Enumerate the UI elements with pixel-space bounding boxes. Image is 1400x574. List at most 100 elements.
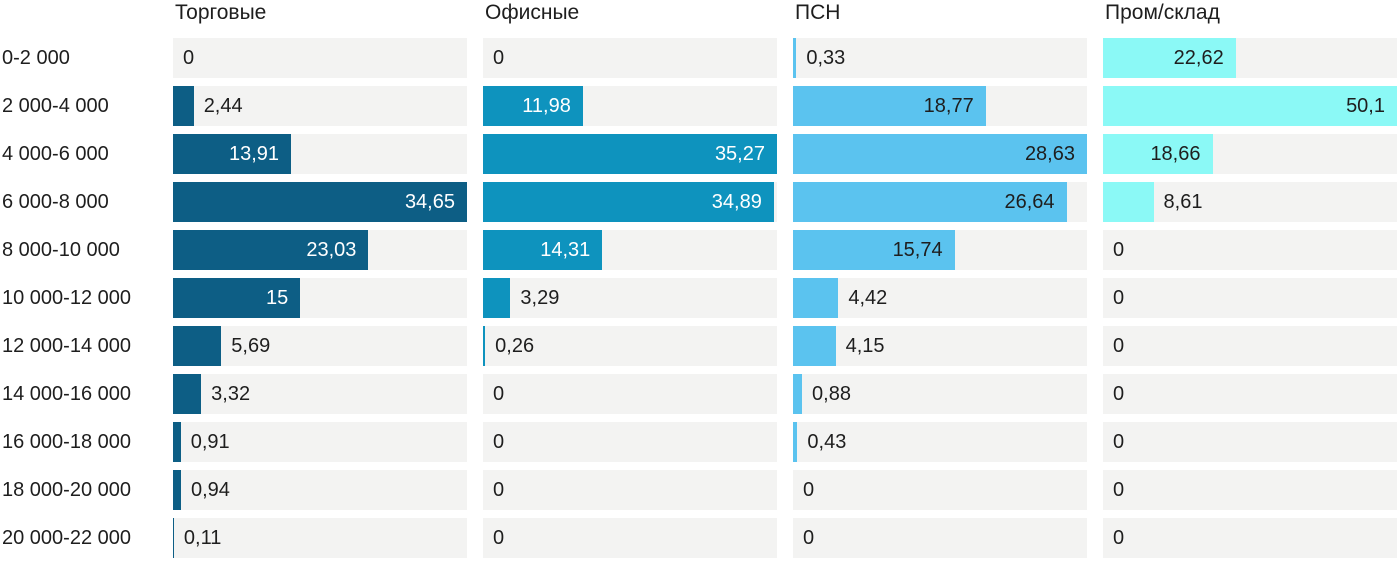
bar-cell: 0 [1103,470,1397,510]
value-label: 14,31 [540,238,591,261]
bar-cell: 18,77 [793,86,1087,126]
bar-segment [483,86,583,126]
bar-cell: 0,33 [793,38,1087,78]
bar-cell: 0 [1103,374,1397,414]
row-label: 10 000-12 000 [2,286,132,309]
value-label: 23,03 [306,238,357,261]
bar-segment [173,230,369,270]
row-label: 4 000-6 000 [2,142,109,165]
row-label: 8 000-10 000 [2,238,120,261]
value-label: 34,65 [404,190,455,213]
bar-segment [483,230,603,270]
bar-segment [793,278,839,318]
bar-cell: 34,89 [483,182,777,222]
bar-segment [793,86,986,126]
column-header-1: Торговые [175,1,267,24]
value-label: 13,91 [228,142,280,165]
value-label: 35,27 [714,142,765,165]
bar-cell: 0 [483,374,777,414]
bar-cell: 23,03 [173,230,467,270]
bar-cell: 35,27 [483,134,777,174]
bar-cell: 28,63 [793,134,1087,174]
bar-segment [173,374,202,414]
bar-cell: 0 [793,518,1087,558]
value-label: 3,29 [520,286,560,309]
bar-segment [173,182,467,222]
bar-cell: 18,66 [1103,134,1397,174]
bar-segment [1103,182,1154,222]
bar-cell: 0,91 [173,422,467,462]
value-label: 0 [1113,238,1125,261]
value-label: 0,88 [812,382,851,405]
bar-cell: 14,31 [483,230,777,270]
value-label: 15 [266,286,289,309]
row-label: 16 000-18 000 [2,430,132,453]
bar-segment [1103,134,1213,174]
bar-cell: 4,15 [793,326,1087,366]
value-label: 18,66 [1150,142,1201,165]
value-label: 4,42 [848,286,888,309]
bar-segment [793,326,836,366]
value-label: 0 [1113,526,1125,549]
bar-cell: 0 [483,38,777,78]
bar-cell: 8,61 [1103,182,1397,222]
value-label: 0 [183,46,195,69]
value-label: 11,98 [522,94,571,117]
value-label: 15,74 [892,238,943,261]
bar-cell: 2,44 [173,86,467,126]
bar-segment [793,374,803,414]
bar-segment [173,518,174,558]
value-label: 0,33 [806,46,846,69]
value-label: 0,11 [183,526,222,549]
column-header-2: Офисные [485,1,580,24]
bar-segment [173,278,301,318]
bar-segment [173,86,194,126]
value-label: 22,62 [1173,46,1224,69]
bar-cell: 22,62 [1103,38,1397,78]
bar-segment [173,422,181,462]
value-label: 0 [1113,478,1125,501]
value-label: 0,91 [190,430,230,453]
row-label: 6 000-8 000 [2,190,109,213]
value-label: 0 [1113,430,1125,453]
value-label: 0 [1113,286,1125,309]
row-label: 12 000-14 000 [2,334,132,357]
bar-cell: 0 [483,518,777,558]
bar-cell: 13,91 [173,134,467,174]
value-label: 0 [493,46,505,69]
bar-segment [483,326,486,366]
value-label: 0,94 [190,478,230,501]
value-label: 50,1 [1346,94,1385,117]
bar-segment [173,470,181,510]
value-label: 2,44 [203,94,243,117]
bar-cell: 0,94 [173,470,467,510]
bar-cell: 0 [793,470,1087,510]
value-label: 3,32 [211,382,251,405]
bar-cell: 0 [1103,278,1397,318]
bar-cell: 0,11 [173,518,467,558]
bar-segment [793,182,1067,222]
bar-segment [173,326,222,366]
bar-segment [483,278,511,318]
bar-cell: 15,74 [793,230,1087,270]
bar-cell: 0 [1103,230,1397,270]
bar-cell: 0 [1103,326,1397,366]
bar-cell: 0 [483,422,777,462]
bar-cell: 3,29 [483,278,777,318]
bar-segment [793,422,798,462]
bar-cell: 26,64 [793,182,1087,222]
bar-cell: 15 [173,278,467,318]
bar-cell: 11,98 [483,86,777,126]
bar-cell: 50,1 [1103,86,1397,126]
value-label: 8,61 [1163,190,1203,213]
bar-cell: 0 [483,470,777,510]
value-label: 0 [1113,334,1125,357]
row-label: 18 000-20 000 [2,478,132,501]
value-label: 0 [493,478,505,501]
value-label: 4,15 [845,334,885,357]
value-label: 0 [493,526,505,549]
bar-segment [793,134,1087,174]
column-header-3: ПСН [795,1,841,24]
value-label: 26,64 [1004,190,1055,213]
chart-corner [0,0,157,30]
